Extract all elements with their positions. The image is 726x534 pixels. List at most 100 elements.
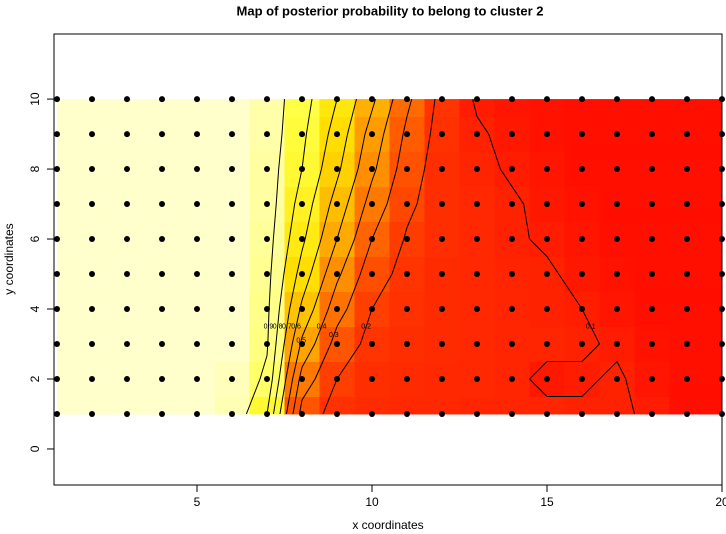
contour-line — [546, 256, 560, 275]
point — [229, 271, 236, 278]
point — [89, 271, 96, 278]
point — [229, 375, 236, 382]
heat-cell — [57, 221, 76, 258]
point — [159, 410, 166, 417]
point — [614, 96, 621, 103]
point — [194, 96, 201, 103]
point — [614, 410, 621, 417]
heat-cell — [179, 99, 216, 118]
point — [509, 271, 516, 278]
point — [509, 166, 516, 173]
heat-cell — [424, 396, 461, 415]
contour-line — [283, 238, 290, 275]
heat-cell — [704, 221, 723, 258]
heat-cell — [669, 99, 706, 118]
contour-line — [266, 378, 273, 415]
contour-line — [268, 273, 272, 310]
point — [299, 271, 306, 278]
heat-cell — [494, 99, 531, 118]
point — [299, 340, 306, 347]
point — [334, 131, 341, 138]
plot-frame — [53, 33, 723, 486]
point — [614, 201, 621, 208]
point — [299, 96, 306, 103]
contour-line — [499, 168, 513, 187]
point — [369, 410, 376, 417]
point — [194, 201, 201, 208]
heat-cell — [704, 361, 723, 397]
point — [544, 96, 551, 103]
point — [54, 166, 61, 173]
point — [404, 410, 411, 417]
contour-label: 0.7 — [282, 323, 292, 330]
point — [684, 201, 691, 208]
contour-line — [336, 273, 342, 283]
point — [369, 375, 376, 382]
point — [544, 236, 551, 243]
heat-cell — [319, 99, 356, 118]
contour-line — [320, 203, 331, 240]
contour-line — [396, 133, 404, 170]
contour-line — [424, 133, 431, 170]
contour-line — [310, 238, 322, 275]
contour-line — [283, 308, 291, 345]
heat-cell — [704, 291, 723, 328]
contour-line — [347, 98, 357, 135]
contour-line — [472, 98, 478, 117]
point — [509, 306, 516, 313]
point — [264, 131, 271, 138]
chart-title: Map of posterior probability to belong t… — [237, 3, 544, 18]
heat-cell — [214, 396, 251, 415]
point — [439, 236, 446, 243]
contour-line — [364, 110, 373, 135]
contour-line — [347, 168, 359, 205]
point — [159, 166, 166, 173]
heat-cell — [389, 396, 426, 415]
contour-line — [336, 203, 348, 240]
contour-line — [354, 203, 366, 240]
point — [474, 340, 481, 347]
point — [299, 236, 306, 243]
point — [54, 131, 61, 138]
contour-line — [313, 273, 326, 310]
point — [124, 236, 131, 243]
heat-cell — [249, 396, 286, 415]
contour-line — [330, 326, 338, 345]
point — [509, 201, 516, 208]
point — [124, 166, 131, 173]
heat-cell — [669, 396, 706, 415]
heat-cell — [214, 99, 251, 118]
heat-cell — [529, 396, 566, 415]
contour-line — [322, 378, 338, 415]
point — [649, 340, 656, 347]
contour-label: 0.3 — [329, 332, 339, 339]
contour-line — [340, 238, 355, 275]
point — [684, 166, 691, 173]
x-tick-label: 5 — [194, 495, 201, 509]
contour-line — [272, 204, 277, 240]
point — [334, 340, 341, 347]
point — [54, 410, 61, 417]
point — [54, 306, 61, 313]
contour-line — [529, 361, 548, 380]
contour-line — [275, 308, 280, 345]
heat-cell — [599, 99, 636, 118]
contour-line — [558, 273, 583, 310]
point — [54, 236, 61, 243]
heat-cell — [564, 99, 601, 118]
point — [334, 166, 341, 173]
heat-cell — [109, 99, 146, 118]
heat-cell — [599, 396, 636, 415]
point — [369, 306, 376, 313]
point — [89, 375, 96, 382]
point — [264, 410, 271, 417]
heat-cell — [704, 151, 723, 188]
point — [334, 236, 341, 243]
heat-cell — [459, 396, 496, 415]
point — [194, 236, 201, 243]
point — [439, 306, 446, 313]
contour-line — [301, 343, 316, 368]
contour-line — [371, 98, 376, 111]
contour-line — [386, 168, 398, 205]
point — [614, 131, 621, 138]
